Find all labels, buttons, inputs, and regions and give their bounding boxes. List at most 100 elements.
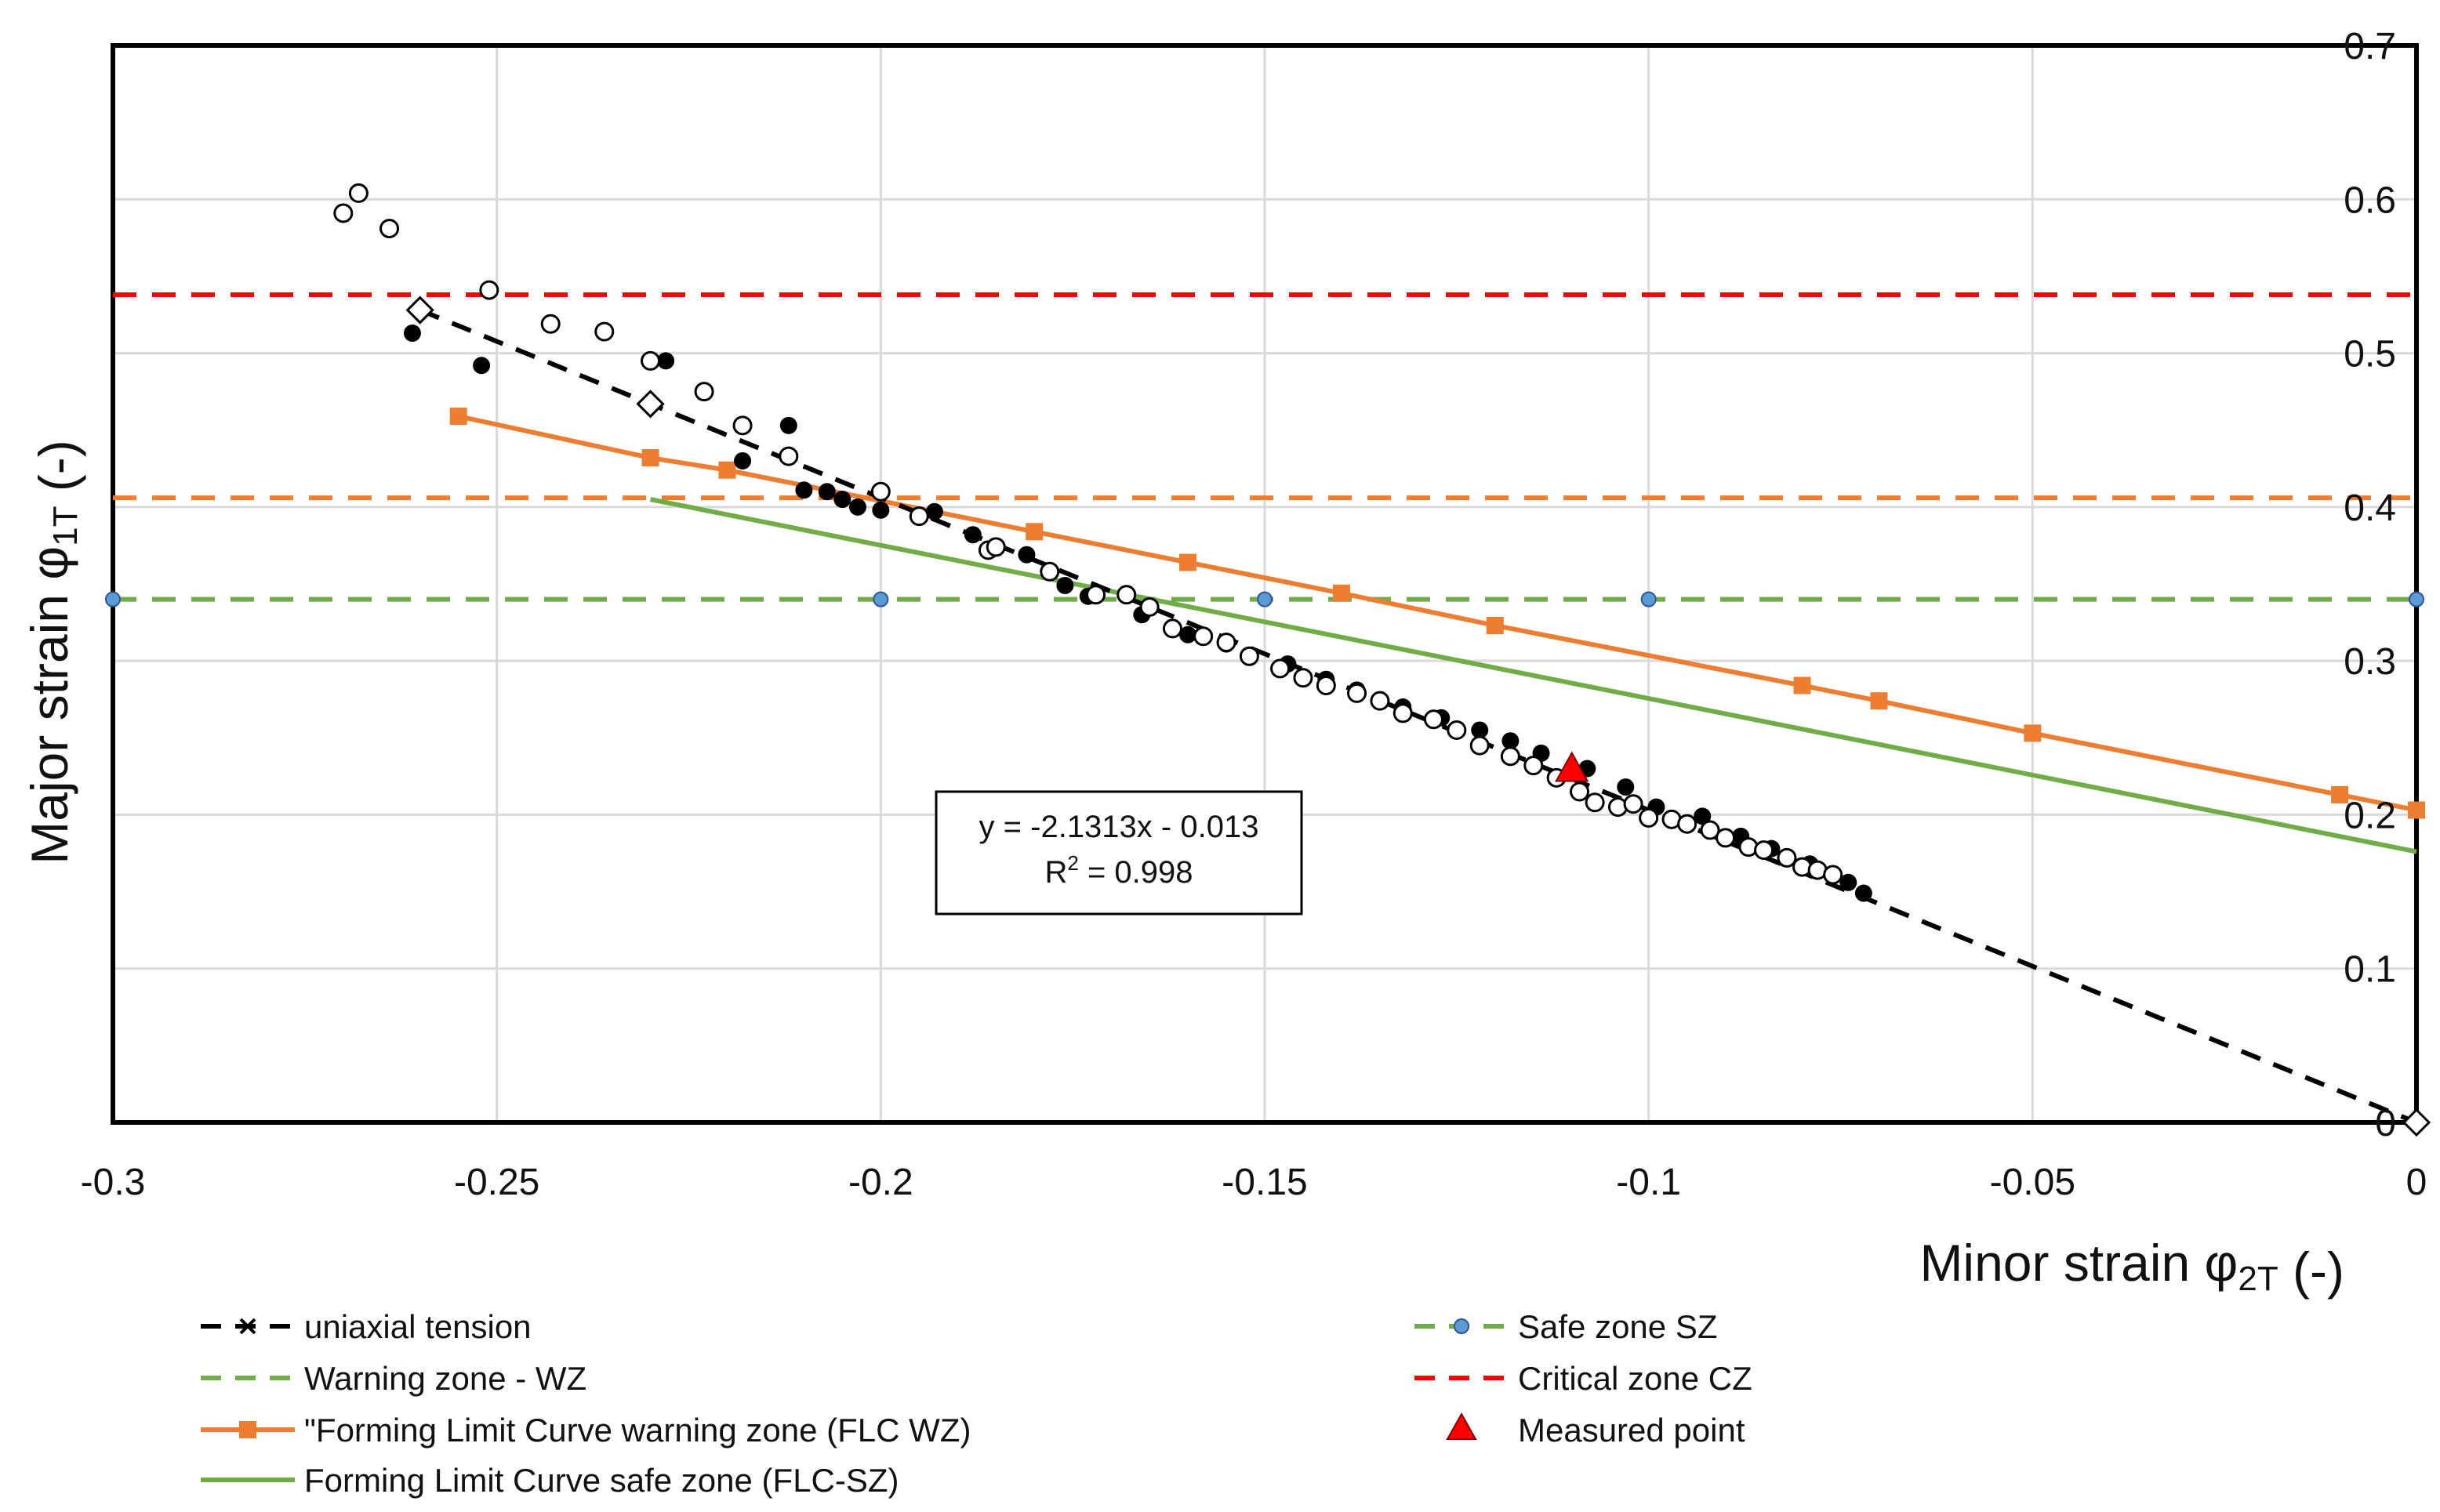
flc-wz-marker-0 <box>449 408 467 426</box>
measured-point-marker-0 <box>1555 751 1589 782</box>
flc-wz-line <box>458 414 2417 813</box>
legend-label-3: Critical zone CZ <box>1518 1360 1752 1397</box>
y-tick-label-1: 0.1 <box>2344 949 2396 991</box>
open-strain-point-13 <box>986 537 1006 557</box>
legend-item-3: Critical zone CZ <box>1414 1360 1752 1397</box>
filled-strain-point-5 <box>795 481 813 499</box>
open-strain-point-5 <box>594 321 615 342</box>
filled-strain-point-1 <box>473 357 491 375</box>
open-strain-point-44 <box>1754 840 1774 861</box>
open-strain-point-38 <box>1639 807 1659 828</box>
legend-item-4: "Forming Limit Curve warning zone (FLC W… <box>201 1412 971 1449</box>
open-strain-point-37 <box>1623 794 1643 814</box>
flc-wz-marker-11 <box>2408 801 2425 819</box>
filled-strain-point-9 <box>848 498 866 516</box>
y-axis-title-sub: 1T <box>46 506 85 546</box>
filled-strain-point-4 <box>779 416 797 434</box>
x-axis-title: Minor strain φ2T (-) <box>1919 1234 2344 1300</box>
y-axis-title-main: Major strain φ <box>20 546 78 865</box>
y-tick-label-5: 0.5 <box>2344 334 2396 375</box>
safe-zone-marker-1 <box>873 591 889 607</box>
legend: uniaxial tension Safe zone SZ Warning zone… <box>201 1308 1752 1499</box>
x-axis-title-tail: (-) <box>2278 1242 2344 1300</box>
tick-labels: -0.3 -0.25 -0.2 -0.15 -0.1 -0.05 00 0.1 0.2 0.3 0.… <box>81 26 2427 1203</box>
filled-strain-point-2 <box>657 352 675 370</box>
r-squared-sup: 2 <box>1067 851 1078 875</box>
r-squared-prefix: R <box>1044 855 1067 890</box>
series-layer <box>105 183 2431 1137</box>
filled-strain-point-11 <box>964 526 982 544</box>
legend-item-1: Safe zone SZ <box>1414 1308 1717 1345</box>
open-strain-point-8 <box>732 415 753 436</box>
legend-swatch-marker-0 <box>239 1318 256 1335</box>
legend-swatch-marker-4 <box>239 1421 256 1438</box>
open-strain-point-19 <box>1193 626 1214 647</box>
y-tick-label-4: 0.4 <box>2344 488 2396 529</box>
open-strain-point-42 <box>1716 828 1736 848</box>
flc-wz-marker-4 <box>1179 553 1197 571</box>
filled-strain-point-7 <box>833 491 851 509</box>
open-strain-point-48 <box>1823 865 1843 885</box>
open-strain-point-3 <box>479 280 499 300</box>
legend-item-0: uniaxial tension <box>201 1308 532 1345</box>
x-axis-title-sub: 2T <box>2238 1260 2278 1298</box>
uniaxial-tension-marker-0 <box>405 296 434 325</box>
open-strain-point-29 <box>1447 720 1467 740</box>
y-tick-label-3: 0.3 <box>2344 641 2396 683</box>
legend-item-5: Measured point <box>1446 1412 1745 1449</box>
x-tick-label-1: -0.25 <box>454 1162 539 1203</box>
open-strain-point-23 <box>1293 668 1313 688</box>
y-tick-label-7: 0.7 <box>2344 26 2396 67</box>
filled-strain-point-3 <box>734 451 752 470</box>
open-strain-point-21 <box>1239 646 1259 666</box>
open-strain-point-18 <box>1162 618 1182 639</box>
flc-wz-marker-7 <box>1793 676 1811 694</box>
filled-strain-point-24 <box>1501 732 1520 750</box>
open-strain-point-20 <box>1216 633 1236 653</box>
uniaxial-tension-marker-1 <box>636 390 665 419</box>
legend-swatch-marker-1 <box>1454 1318 1469 1334</box>
open-strain-point-22 <box>1270 658 1291 679</box>
uniaxial-tension-marker-2 <box>2402 1108 2431 1137</box>
x-tick-label-0: -0.3 <box>81 1162 146 1203</box>
y-tick-label-2: 0.2 <box>2344 795 2396 836</box>
flc-wz-marker-8 <box>1870 692 1888 710</box>
flc-wz-marker-1 <box>641 449 659 467</box>
legend-item-2: Warning zone - WZ <box>201 1360 586 1397</box>
filled-strain-point-33 <box>1839 873 1857 891</box>
y-tick-label-0: 0 <box>2375 1103 2396 1144</box>
safe-zone-marker-2 <box>1257 591 1273 607</box>
legend-swatch-marker-5 <box>1446 1412 1477 1440</box>
flc-wz-marker-9 <box>2024 724 2042 742</box>
open-strain-point-14 <box>1040 561 1060 582</box>
open-strain-point-31 <box>1500 746 1520 767</box>
filled-strain-point-12 <box>1018 546 1036 564</box>
filled-strain-point-0 <box>403 325 421 343</box>
open-strain-point-25 <box>1347 683 1367 703</box>
open-strain-point-45 <box>1777 847 1797 868</box>
filled-strain-point-27 <box>1617 778 1635 796</box>
open-strain-point-15 <box>1086 585 1106 605</box>
plot-area-frame <box>111 43 2419 1125</box>
regression-equation: y = -2.1313x - 0.013 <box>979 810 1259 844</box>
filled-strain-point-29 <box>1694 807 1712 825</box>
regression-annotation: y = -2.1313x - 0.013 R2 = 0.998 <box>935 790 1303 916</box>
flc-wz-marker-5 <box>1332 584 1350 602</box>
flc-wz-marker-2 <box>718 461 736 479</box>
r-squared-suffix: = 0.998 <box>1079 855 1193 890</box>
legend-label-0: uniaxial tension <box>304 1308 532 1345</box>
regression-box <box>935 790 1303 916</box>
safe-zone-marker-0 <box>105 591 121 607</box>
x-tick-label-4: -0.1 <box>1616 1162 1681 1203</box>
open-strain-point-10 <box>870 481 891 502</box>
filled-strain-point-16 <box>1179 625 1197 644</box>
flc-wz-marker-10 <box>2331 785 2349 803</box>
legend-label-2: Warning zone - WZ <box>304 1360 586 1397</box>
legend-label-5: Measured point <box>1518 1412 1745 1449</box>
flc-sz-line <box>649 497 2417 854</box>
open-strain-point-4 <box>540 314 561 334</box>
open-strain-point-35 <box>1585 792 1605 813</box>
open-strain-point-40 <box>1677 814 1697 834</box>
legend-label-1: Safe zone SZ <box>1518 1308 1717 1345</box>
